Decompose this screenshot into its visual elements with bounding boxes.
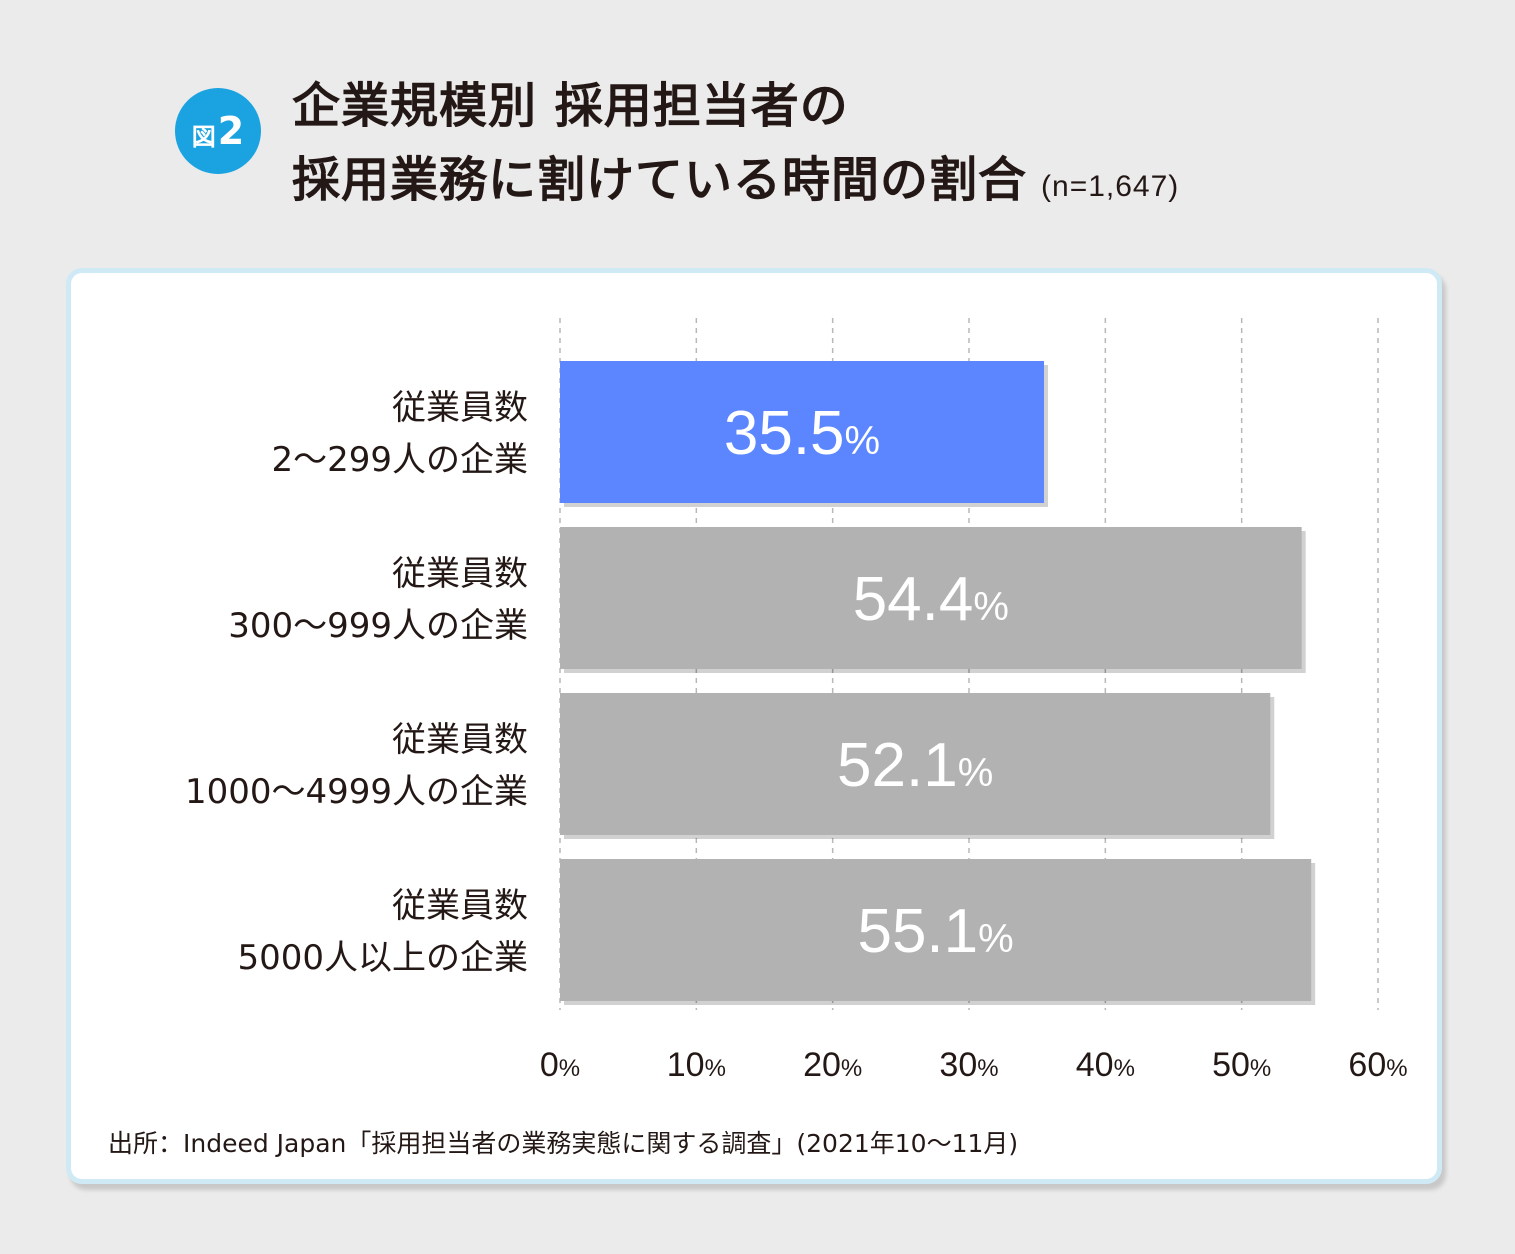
- category-label-1-0: 従業員数: [392, 554, 528, 594]
- value-number-0: 35.5: [724, 399, 845, 468]
- x-tick-number-4: 40: [1076, 1046, 1114, 1084]
- value-unit-3: %: [978, 917, 1014, 961]
- category-label-0-0: 従業員数: [392, 388, 528, 428]
- badge-number: 2: [217, 109, 245, 153]
- value-label-0: 35.5%: [724, 399, 880, 468]
- value-number-1: 54.4: [853, 565, 974, 634]
- value-label-1: 54.4%: [853, 565, 1009, 634]
- bar-3: [560, 859, 1312, 1001]
- chart-title-line2-text: 採用業務に割けている時間の割合: [292, 152, 1028, 208]
- x-tick-unit-1: %: [705, 1055, 726, 1082]
- category-label-2-0: 従業員数: [392, 720, 528, 760]
- x-tick-number-0: 0: [540, 1046, 559, 1084]
- figure-badge: 図 2: [175, 88, 261, 174]
- value-unit-2: %: [958, 751, 994, 795]
- value-number-3: 55.1: [857, 897, 978, 966]
- x-tick-number-2: 20: [803, 1046, 841, 1084]
- category-label-2-1: 1000〜4999人の企業: [185, 772, 528, 812]
- x-tick-unit-4: %: [1114, 1055, 1135, 1082]
- x-tick-number-5: 50: [1212, 1046, 1250, 1084]
- x-tick-unit-5: %: [1250, 1055, 1271, 1082]
- value-unit-0: %: [845, 419, 881, 463]
- value-label-3: 55.1%: [857, 897, 1013, 966]
- category-label-0-1: 2〜299人の企業: [271, 440, 528, 480]
- x-tick-unit-2: %: [841, 1055, 862, 1082]
- x-tick-number-6: 60: [1348, 1046, 1386, 1084]
- bar-0: [560, 361, 1044, 503]
- x-tick-unit-0: %: [559, 1055, 580, 1082]
- x-tick-number-1: 10: [667, 1046, 705, 1084]
- category-label-1-1: 300〜999人の企業: [228, 606, 528, 646]
- x-tick-label-2: 20%: [803, 1046, 862, 1084]
- x-tick-label-6: 60%: [1348, 1046, 1407, 1084]
- value-number-2: 52.1: [837, 731, 958, 800]
- category-label-3-1: 5000人以上の企業: [237, 938, 528, 978]
- x-tick-label-0: 0%: [540, 1046, 580, 1084]
- value-label-2: 52.1%: [837, 731, 993, 800]
- chart-title-line1: 企業規模別 採用担当者の: [292, 78, 849, 134]
- source-note: 出所：Indeed Japan「採用担当者の業務実態に関する調査」(2021年1…: [108, 1129, 1019, 1158]
- x-tick-number-3: 30: [939, 1046, 977, 1084]
- chart-title-line2: 採用業務に割けている時間の割合 (n=1,647): [292, 140, 1179, 210]
- x-tick-label-4: 40%: [1076, 1046, 1135, 1084]
- header: 図 2 企業規模別 採用担当者の 採用業務に割けている時間の割合 (n=1,647…: [0, 0, 1515, 250]
- x-tick-label-3: 30%: [939, 1046, 998, 1084]
- x-tick-unit-3: %: [977, 1055, 998, 1082]
- x-tick-unit-6: %: [1386, 1055, 1407, 1082]
- category-label-3-0: 従業員数: [392, 886, 528, 926]
- bar-2: [560, 693, 1271, 835]
- value-unit-1: %: [973, 585, 1009, 629]
- x-tick-label-5: 50%: [1212, 1046, 1271, 1084]
- x-tick-label-1: 10%: [667, 1046, 726, 1084]
- badge-prefix: 図: [191, 122, 216, 151]
- sample-size-note: (n=1,647): [1041, 170, 1180, 203]
- bar-1: [560, 527, 1302, 669]
